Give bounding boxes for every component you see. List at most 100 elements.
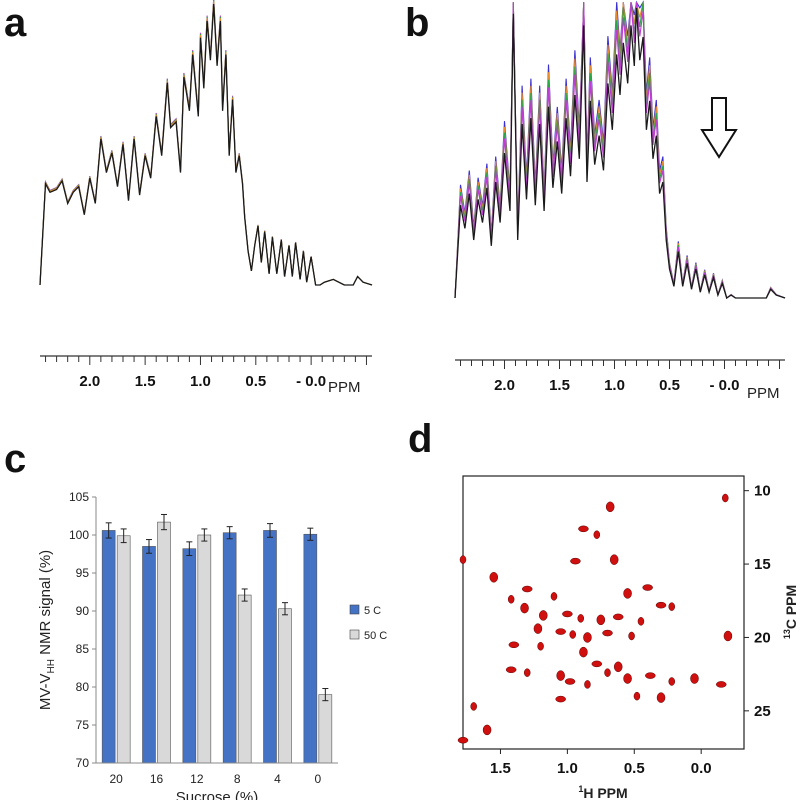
hsqc-peak [722, 493, 729, 503]
bar-50c-8 [237, 594, 252, 764]
hsqc-peak [556, 670, 565, 681]
x-tick-label: 2.0 [79, 373, 100, 390]
x-label-superscript: 1 [578, 784, 583, 794]
panel-d-plot-frame [462, 475, 745, 750]
y-label-main-d: C PPM [783, 585, 799, 629]
panel-letter-b: b [405, 1, 429, 45]
bar-5c-4 [263, 530, 277, 764]
hsqc-peak [668, 602, 675, 611]
x-tick-label: 4 [274, 772, 281, 786]
panel-b-spectrum-traces [454, 0, 786, 300]
panel-d-y-ticks: 10 15 20 25 [744, 483, 771, 720]
panel-c-x-tick-labels: 20 16 12 8 4 0 [109, 772, 321, 786]
hsqc-peak [564, 678, 576, 685]
hsqc-peak [633, 691, 641, 701]
hsqc-peak [550, 592, 558, 601]
y-tick-label: 95 [76, 566, 90, 580]
panel-c-bars [101, 513, 333, 764]
hsqc-peak [579, 646, 588, 658]
panel-d-y-axis-label: 13C PPM [782, 585, 799, 639]
x-tick-label: 0.5 [624, 760, 645, 777]
bar-50c-20 [116, 535, 131, 764]
bar-5c-0 [303, 533, 318, 764]
x-tick-label: 2.0 [494, 377, 515, 394]
x-tick-label: 1.0 [190, 373, 211, 390]
bar-5c-16 [142, 546, 156, 764]
x-tick-label: 1.5 [135, 373, 156, 390]
hsqc-peak [489, 572, 499, 583]
hsqc-peak [609, 554, 619, 565]
hsqc-peak [555, 695, 566, 703]
panel-c-y-axis-label: MV-VHH NMR signal (%) [37, 550, 57, 710]
x-tick-label: 1.0 [557, 760, 578, 777]
x-tick-label: 1.5 [490, 760, 511, 777]
hsqc-peak [505, 666, 517, 673]
spectrum-trace-1 [454, 7, 786, 300]
spectrum-trace-5 [454, 0, 786, 299]
panel-c-x-axis-label: Sucrose (%) [176, 789, 259, 800]
hsqc-peak [637, 617, 645, 626]
x-tick-label: 0.0 [691, 760, 712, 777]
x-tick-label: 1.0 [604, 377, 625, 394]
hsqc-peak [690, 673, 699, 684]
y-tick-label: 90 [76, 604, 90, 618]
y-tick-label: 75 [76, 718, 90, 732]
legend-label-50c: 50 C [364, 630, 387, 642]
bar-50c-0 [318, 694, 333, 764]
hsqc-peak [604, 668, 611, 677]
panel-b-x-axis-label: PPM [747, 385, 780, 402]
panel-a-x-ticks: 2.0 1.5 1.0 0.5 - 0.0 [45, 356, 367, 390]
hsqc-peak [537, 642, 544, 651]
panel-letter-a: a [4, 1, 27, 45]
y-tick-label: 105 [69, 490, 89, 504]
hsqc-peak [583, 632, 592, 643]
x-tick-label: 0.5 [659, 377, 680, 394]
y-tick-label: 10 [754, 483, 771, 500]
hsqc-peak [584, 680, 591, 689]
y-label-superscript: 13 [782, 629, 792, 639]
x-tick-label: 20 [109, 772, 123, 786]
panel-d-peaks [457, 493, 733, 744]
hsqc-peak [655, 601, 667, 609]
hsqc-peak [628, 631, 635, 641]
bar-5c-12 [182, 548, 197, 764]
hsqc-peak [570, 557, 581, 565]
hsqc-peak [623, 673, 632, 684]
panel-b: b 2.0 1.5 1.0 0.5 - 0.0 PPM [405, 0, 786, 402]
hsqc-peak [508, 641, 520, 649]
y-tick-label: 85 [76, 642, 90, 656]
legend-swatch-5c [349, 604, 360, 615]
hsqc-peak [562, 610, 573, 618]
hsqc-peak [612, 613, 624, 621]
x-label-main: H PPM [583, 785, 627, 800]
x-tick-label: 16 [150, 772, 164, 786]
panel-a-x-axis-label: PPM [328, 379, 361, 396]
hsqc-peak [520, 602, 529, 614]
x-tick-label: 1.5 [549, 377, 570, 394]
down-arrow-icon [700, 97, 738, 159]
hsqc-peak [668, 677, 675, 686]
hsqc-peak [591, 660, 603, 668]
spectrum-trace-1 [39, 3, 373, 286]
hsqc-peak [470, 702, 477, 711]
y-label-rest: NMR signal (%) [37, 550, 54, 659]
hsqc-peak [533, 623, 543, 634]
hsqc-peak [521, 585, 533, 593]
bar-50c-16 [157, 521, 171, 764]
x-tick-label: 12 [190, 772, 204, 786]
hsqc-peak [507, 595, 515, 604]
panel-b-x-ticks: 2.0 1.5 1.0 0.5 - 0.0 [460, 360, 780, 394]
panel-c-y-ticks: 70 75 80 85 90 95 100 105 [69, 490, 96, 770]
hsqc-peak [723, 630, 733, 642]
hsqc-peak [645, 672, 656, 679]
y-tick-label: 20 [754, 629, 771, 646]
panel-d-x-ticks: 1.5 1.0 0.5 0.0 [490, 749, 712, 777]
hsqc-peak [642, 584, 653, 591]
x-tick-label: - 0.0 [296, 373, 326, 390]
hsqc-peak [613, 661, 623, 673]
y-tick-label: 15 [754, 556, 771, 573]
hsqc-peak [656, 692, 666, 703]
panel-c: c 70 75 80 85 90 95 100 105 20 16 12 8 4 0 Sucrose (… [4, 437, 387, 800]
y-tick-label: 100 [69, 528, 89, 542]
